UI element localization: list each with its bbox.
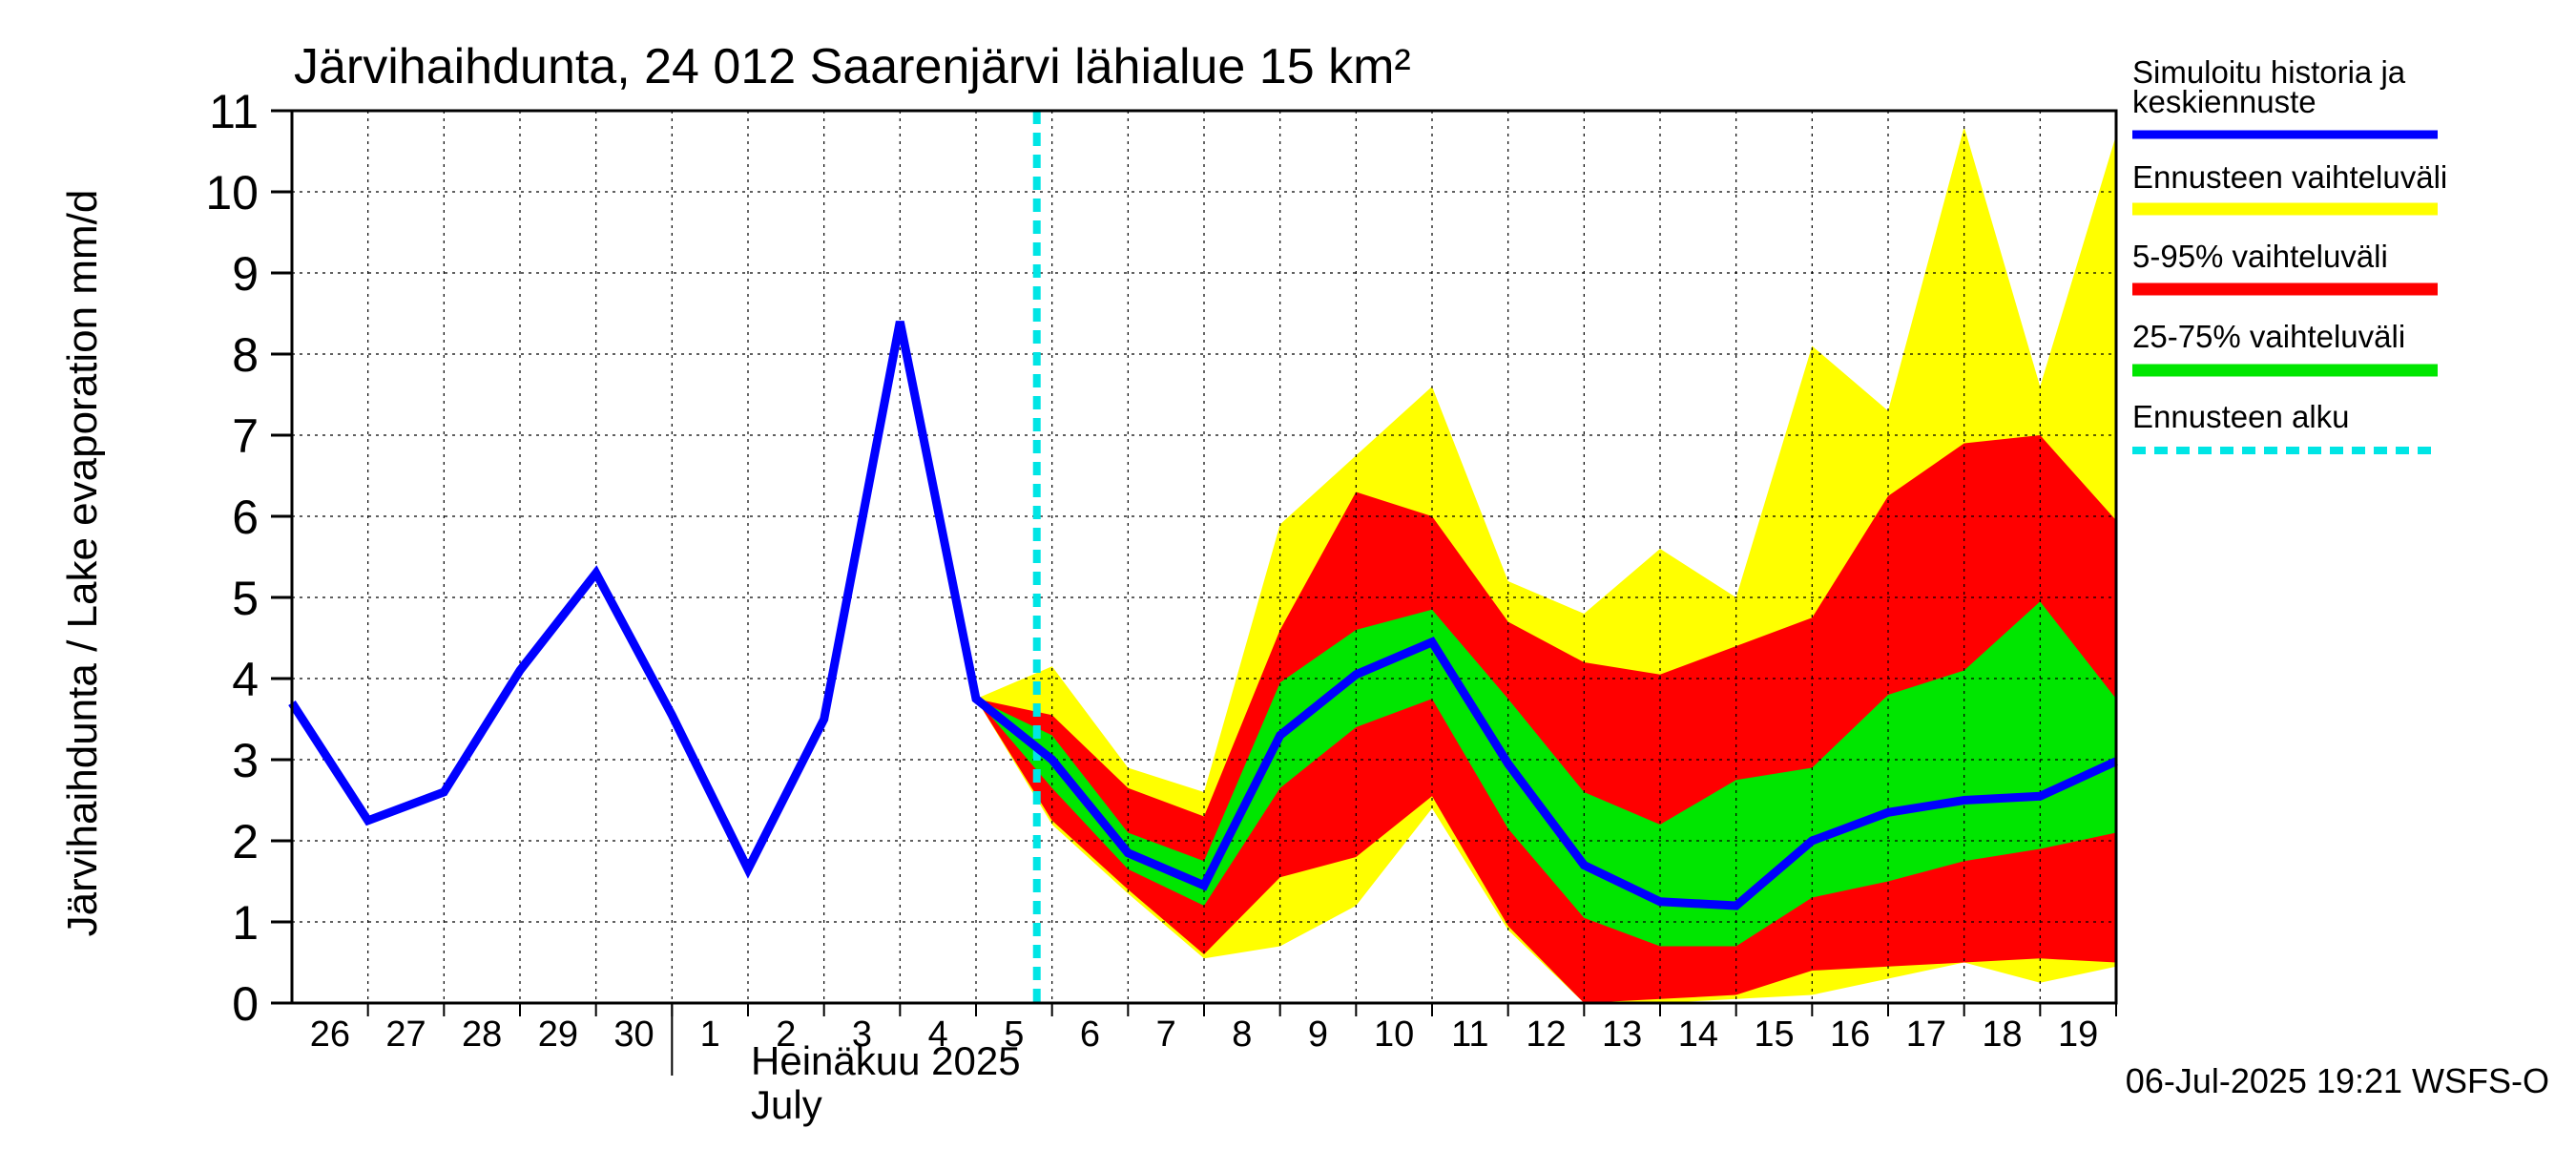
x-tick-label: 8 [1232, 1014, 1252, 1055]
x-tick-label: 18 [1982, 1014, 2022, 1055]
legend-label-history-line2: keskiennuste [2132, 84, 2316, 119]
x-tick-label: 28 [462, 1014, 502, 1055]
x-tick-label: 11 [1451, 1014, 1488, 1055]
x-tick-label: 5 [1004, 1014, 1024, 1055]
timestamp-label: 06-Jul-2025 19:21 WSFS-O [2126, 1061, 2549, 1100]
legend-label-5-95: 5-95% vaihteluväli [2132, 239, 2388, 274]
x-axis: 26 27 28 29 30 1 2 3 4 5 6 7 8 9 10 11 12 13 14 15 16 17 18 19 [310, 1003, 2117, 1076]
x-tick-label: 6 [1080, 1014, 1100, 1055]
x-tick-label: 1 [700, 1014, 720, 1055]
forecast-bands [976, 127, 2116, 1003]
y-tick-label: 11 [209, 85, 259, 138]
y-tick-label: 2 [232, 815, 259, 868]
x-axis-month-fi: Heinäkuu 2025 [751, 1038, 1021, 1083]
y-tick-label: 3 [232, 734, 259, 787]
x-tick-label: 9 [1308, 1014, 1328, 1055]
chart-title: Järvihaihdunta, 24 012 Saarenjärvi lähia… [294, 39, 1411, 94]
x-tick-label: 13 [1602, 1014, 1642, 1055]
x-tick-label: 14 [1678, 1014, 1718, 1055]
y-tick-label: 1 [232, 896, 259, 950]
x-tick-label: 29 [538, 1014, 578, 1055]
y-tick-label: 9 [232, 247, 259, 301]
mean-forecast-line [288, 321, 2118, 910]
mean-line [288, 321, 2118, 910]
x-tick-label: 2 [776, 1014, 796, 1055]
legend-label-forecast-start: Ennusteen alku [2132, 399, 2350, 434]
legend-label-history-line1: Simuloitu historia ja [2132, 54, 2406, 90]
y-tick-label: 4 [232, 653, 259, 706]
y-tick-label: 8 [232, 328, 259, 382]
x-tick-label: 17 [1906, 1014, 1946, 1055]
x-tick-label: 15 [1754, 1014, 1794, 1055]
x-tick-label: 16 [1830, 1014, 1870, 1055]
x-tick-label: 27 [385, 1014, 426, 1055]
legend-label-25-75: 25-75% vaihteluväli [2132, 319, 2405, 354]
y-tick-label: 0 [232, 977, 259, 1031]
y-axis: 0 1 2 3 4 5 6 7 8 9 10 11 [205, 85, 292, 1031]
x-tick-label: 26 [310, 1014, 350, 1055]
y-tick-label: 10 [205, 166, 259, 220]
x-tick-label: 4 [928, 1014, 948, 1055]
y-axis-label: Järvihaihdunta / Lake evaporation mm/d [59, 190, 106, 937]
x-axis-month-en: July [751, 1082, 822, 1127]
x-tick-label: 30 [613, 1014, 654, 1055]
x-tick-label: 12 [1526, 1014, 1566, 1055]
y-tick-label: 7 [232, 409, 259, 463]
legend-label-range: Ennusteen vaihteluväli [2132, 159, 2447, 195]
band-25-75-area [976, 601, 2116, 947]
x-tick-label: 7 [1156, 1014, 1176, 1055]
x-tick-label: 19 [2058, 1014, 2098, 1055]
x-tick-label: 3 [852, 1014, 872, 1055]
x-tick-label: 10 [1374, 1014, 1414, 1055]
y-tick-label: 5 [232, 572, 259, 625]
y-tick-label: 6 [232, 491, 259, 544]
